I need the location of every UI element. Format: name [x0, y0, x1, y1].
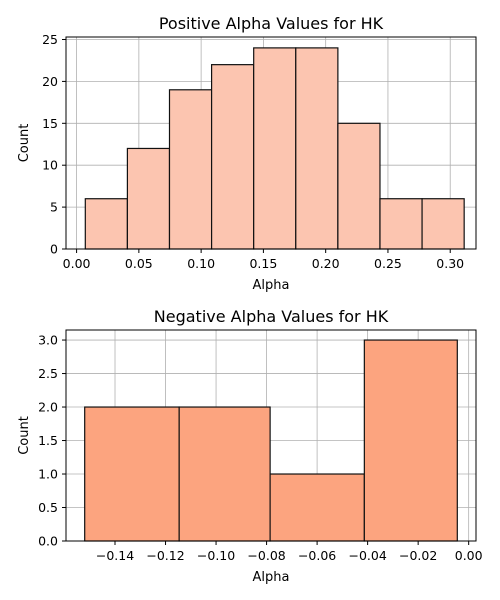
- histogram-bar: [178, 406, 271, 542]
- x-tick-label: −0.04: [348, 548, 386, 563]
- histogram-bar: [295, 47, 339, 250]
- y-tick-label: 2.5: [38, 366, 58, 381]
- histogram-bar: [421, 198, 465, 250]
- x-tick-label: −0.08: [247, 548, 285, 563]
- y-tick-label: 1.0: [38, 467, 58, 482]
- y-axis-label: Count: [17, 416, 32, 455]
- x-tick-label: −0.14: [96, 548, 134, 563]
- x-tick-label: 0.00: [455, 548, 483, 563]
- x-axis-label: Alpha: [253, 278, 290, 293]
- x-tick-label: −0.10: [197, 548, 235, 563]
- y-tick-label: 0: [50, 242, 58, 257]
- x-tick-label: −0.12: [146, 548, 184, 563]
- y-tick-label: 5: [50, 200, 58, 215]
- histogram-bar: [269, 473, 365, 542]
- histogram-bar: [168, 89, 213, 250]
- chart-2: −0.14 −0.12 −0.10 −0.08 −0.06 −0.04 −0.02 0.00 0…: [17, 307, 483, 585]
- axes-frame: [65, 329, 477, 542]
- histogram-bar: [337, 122, 381, 250]
- histogram-bar: [84, 406, 180, 542]
- histogram-bar: [253, 47, 297, 250]
- y-tick-label: 25: [42, 32, 58, 47]
- chart-title: Positive Alpha Values for HK: [159, 14, 384, 33]
- x-tick-label: 0.25: [374, 256, 402, 271]
- histogram-bar: [363, 339, 458, 542]
- x-tick-label: 0.10: [187, 256, 215, 271]
- x-tick-label: 0.15: [249, 256, 277, 271]
- chart-1: 0.00 0.05 0.10 0.15 0.20 0.25 0.30 0 5 10 15 20 25 Po…: [17, 14, 477, 293]
- y-tick-label: 20: [42, 74, 58, 89]
- y-tick-label: 0.5: [38, 500, 58, 515]
- x-tick-label: −0.02: [399, 548, 437, 563]
- y-tick-label: 0.0: [38, 534, 58, 549]
- y-tick-label: 15: [42, 116, 58, 131]
- x-tick-label: 0.05: [125, 256, 153, 271]
- x-tick-label: −0.06: [298, 548, 336, 563]
- histogram-bar: [210, 64, 255, 250]
- y-axis-label: Count: [17, 124, 32, 163]
- x-tick-label: 0.30: [436, 256, 464, 271]
- x-axis-label: Alpha: [253, 570, 290, 585]
- histogram-bar: [379, 198, 423, 250]
- histogram-bar: [126, 147, 171, 250]
- y-tick-label: 2.0: [38, 400, 58, 415]
- x-tick-label: 0.00: [63, 256, 91, 271]
- y-tick-label: 1.5: [38, 433, 58, 448]
- y-tick-label: 3.0: [38, 333, 58, 348]
- axes-frame: [65, 36, 477, 250]
- x-tick-label: 0.20: [312, 256, 340, 271]
- y-tick-label: 10: [42, 158, 58, 173]
- histogram-bar: [84, 198, 129, 250]
- chart-title: Negative Alpha Values for HK: [154, 307, 389, 326]
